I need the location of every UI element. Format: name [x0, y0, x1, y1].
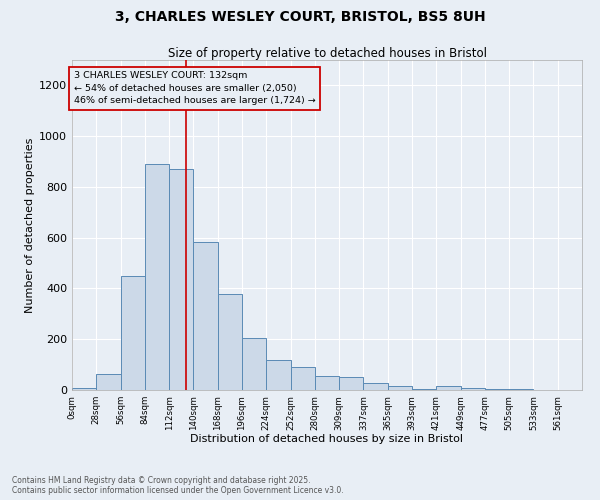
Bar — [218, 294, 242, 390]
Text: 3 CHARLES WESLEY COURT: 132sqm
← 54% of detached houses are smaller (2,050)
46% : 3 CHARLES WESLEY COURT: 132sqm ← 54% of … — [74, 72, 316, 106]
Bar — [96, 374, 121, 390]
Bar — [364, 383, 388, 390]
Bar — [412, 388, 436, 390]
Bar — [485, 389, 509, 390]
Bar — [145, 164, 169, 390]
Bar — [266, 360, 290, 390]
Bar — [290, 367, 315, 390]
Bar — [242, 338, 266, 390]
Y-axis label: Number of detached properties: Number of detached properties — [25, 138, 35, 312]
X-axis label: Distribution of detached houses by size in Bristol: Distribution of detached houses by size … — [191, 434, 464, 444]
Bar — [339, 378, 364, 390]
Title: Size of property relative to detached houses in Bristol: Size of property relative to detached ho… — [167, 47, 487, 60]
Bar — [315, 376, 339, 390]
Bar — [121, 276, 145, 390]
Bar — [436, 386, 461, 390]
Bar — [193, 242, 218, 390]
Text: 3, CHARLES WESLEY COURT, BRISTOL, BS5 8UH: 3, CHARLES WESLEY COURT, BRISTOL, BS5 8U… — [115, 10, 485, 24]
Bar — [461, 388, 485, 390]
Bar — [72, 388, 96, 390]
Bar — [388, 386, 412, 390]
Text: Contains HM Land Registry data © Crown copyright and database right 2025.
Contai: Contains HM Land Registry data © Crown c… — [12, 476, 344, 495]
Bar — [169, 169, 193, 390]
